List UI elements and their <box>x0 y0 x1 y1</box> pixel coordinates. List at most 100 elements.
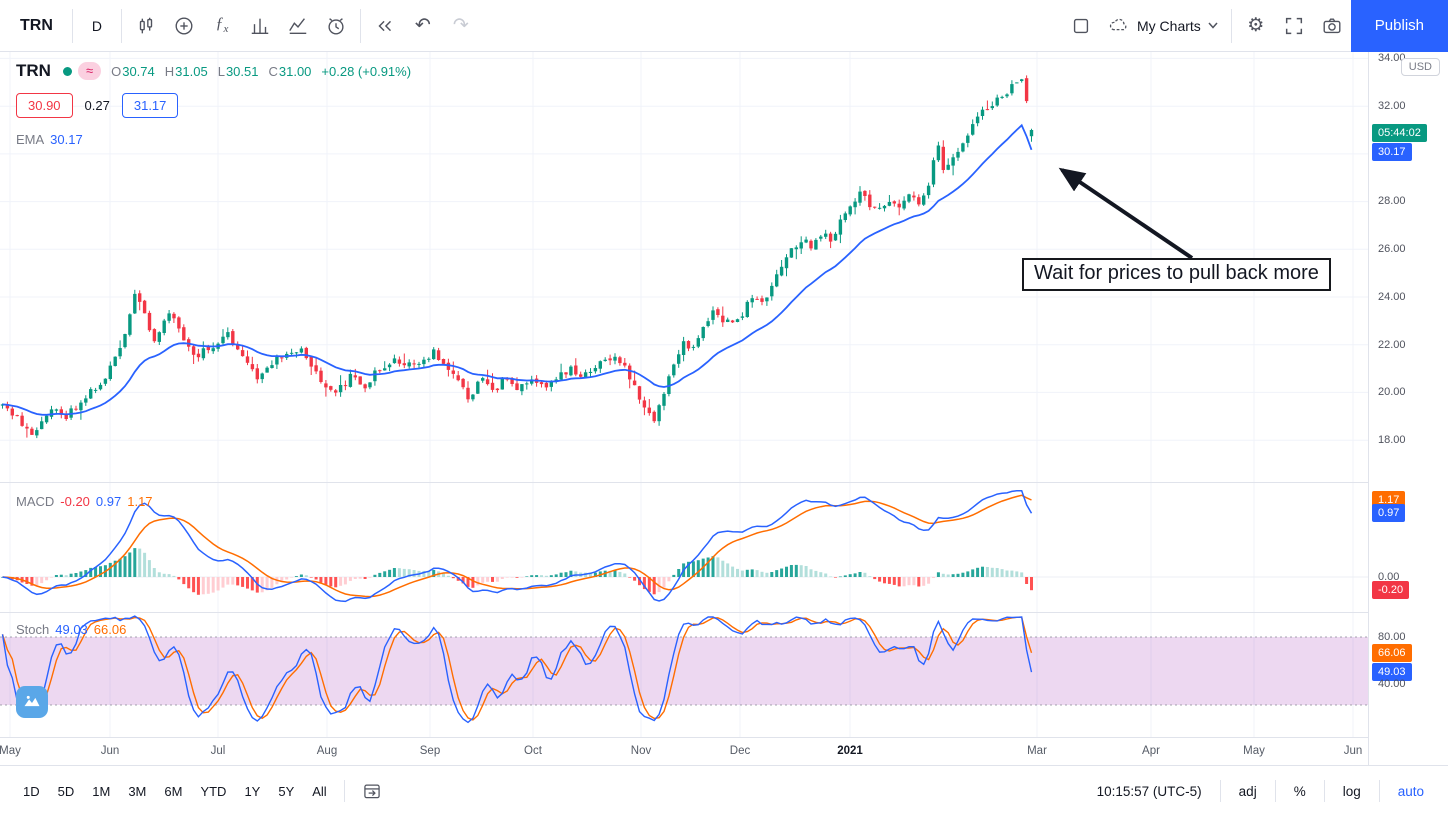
scale-toggle-log[interactable]: log <box>1342 783 1361 799</box>
fullscreen-button[interactable] <box>1275 7 1313 45</box>
toolbar-right-group: My Charts ⚙ Publish <box>1062 0 1448 52</box>
stoch-chart-canvas[interactable] <box>0 612 1368 737</box>
go-to-date-button[interactable] <box>353 776 391 806</box>
stoch-axis-label: 40.00 <box>1378 678 1406 690</box>
toolbar-divider <box>120 8 122 43</box>
indicator-templates-button[interactable] <box>241 7 279 45</box>
price-scale[interactable]: USD 34.00 32.00 28.00 26.00 24.00 22.00 20.00 1… <box>1368 52 1448 765</box>
market-status-wave-icon[interactable]: ≈ <box>77 62 102 80</box>
price-axis-label: 24.00 <box>1378 291 1406 303</box>
price-axis-label: 34.00 <box>1378 52 1406 64</box>
fullscreen-icon <box>1285 17 1302 34</box>
pane-divider[interactable] <box>0 482 1448 483</box>
gear-icon: ⚙ <box>1247 15 1265 36</box>
time-axis-month-label: May <box>1243 745 1265 757</box>
fx-icon: ƒx <box>215 15 229 36</box>
currency-button[interactable]: USD <box>1400 58 1440 76</box>
range-button-1d[interactable]: 1D <box>23 783 40 799</box>
bid-ask-row: 30.90 0.27 31.17 <box>16 93 179 118</box>
snapshot-button[interactable] <box>1313 7 1351 45</box>
layout-square-icon <box>1073 18 1089 33</box>
macd-signal-value: 1.17 <box>127 494 153 509</box>
macd-legend[interactable]: MACD -0.20 0.97 1.17 <box>16 494 153 509</box>
ema-label: EMA <box>16 132 45 147</box>
price-axis-label: 20.00 <box>1378 386 1406 398</box>
stoch-legend[interactable]: Stoch 49.03 66.06 <box>16 622 126 637</box>
time-axis-month-label: Jun <box>100 745 120 757</box>
footer-divider <box>1378 780 1380 802</box>
plus-circle-icon <box>175 17 193 34</box>
ohlc-open: O30.74 <box>111 63 155 79</box>
pane-divider[interactable] <box>0 612 1448 613</box>
alarm-clock-icon <box>328 17 344 34</box>
time-axis-year-label: 2021 <box>837 745 863 757</box>
price-pane[interactable]: TRN ≈ O30.74 H31.05 L30.51 C31.00 +0.28 … <box>0 52 1368 482</box>
layout-button[interactable] <box>1062 7 1100 45</box>
pattern-search-button[interactable] <box>279 7 317 45</box>
footer-divider <box>1323 780 1325 802</box>
time-axis-month-label: Mar <box>1027 745 1047 757</box>
stoch-pane[interactable]: Stoch 49.03 66.06 <box>0 612 1368 737</box>
scale-toggles-group: adj% log auto <box>1229 780 1434 802</box>
range-button-5d[interactable]: 5D <box>57 783 75 799</box>
scale-toggle-adj[interactable]: adj <box>1238 783 1257 799</box>
range-button-ytd[interactable]: YTD <box>200 783 227 799</box>
my-charts-button[interactable]: My Charts <box>1100 7 1226 45</box>
range-button-3m[interactable]: 3M <box>128 783 147 799</box>
stoch-axis-label: 80.00 <box>1378 631 1406 643</box>
redo-arrow-icon: ↷ <box>452 15 469 36</box>
toolbar-divider <box>71 8 73 43</box>
macd-line-value: 0.97 <box>95 494 122 509</box>
scale-toggle-auto[interactable]: auto <box>1397 783 1424 799</box>
range-button-all[interactable]: All <box>312 783 327 799</box>
bar-columns-icon <box>251 18 269 34</box>
stoch-axis-badge: 49.03 <box>1372 663 1412 681</box>
compare-button[interactable] <box>165 7 203 45</box>
price-axis-label: 32.00 <box>1378 100 1406 112</box>
range-button-5y[interactable]: 5Y <box>278 783 295 799</box>
publish-button[interactable]: Publish <box>1350 0 1448 52</box>
top-toolbar: TRN D ƒx <box>0 0 1448 52</box>
price-chart-canvas[interactable] <box>0 52 1368 482</box>
time-axis-month-label: May <box>0 745 21 757</box>
time-axis-month-label: Jun <box>1343 745 1363 757</box>
undo-button[interactable]: ↶ <box>404 7 442 45</box>
symbol-search-button[interactable]: TRN <box>6 7 67 45</box>
macd-pane[interactable]: MACD -0.20 0.97 1.17 <box>0 482 1368 612</box>
clock-timezone-button[interactable]: 10:15:57 (UTC-5) <box>1096 783 1202 799</box>
macd-label: MACD <box>16 494 55 509</box>
price-axis-label: 22.00 <box>1378 339 1406 351</box>
stoch-axis-badge: 66.06 <box>1372 644 1412 662</box>
bid-badge[interactable]: 30.90 <box>16 93 73 118</box>
redo-button[interactable]: ↷ <box>442 7 480 45</box>
range-buttons-group: 1D 5D 1M 3M 6M YTD 1Y 5Y All <box>14 778 336 805</box>
bar-replay-button[interactable] <box>366 7 404 45</box>
legend-symbol[interactable]: TRN <box>16 61 51 80</box>
indicators-button[interactable]: ƒx <box>203 7 241 45</box>
bottom-toolbar: 1D 5D 1M 3M 6M YTD 1Y 5Y All 10:15:57 (UTC-5) ad… <box>0 765 1448 816</box>
time-axis-month-label: Oct <box>524 745 542 757</box>
time-scale[interactable]: ⚙ MayJunJulAugSepOctNovDec2021MarAprMayJ… <box>0 737 1448 765</box>
chart-style-button[interactable] <box>127 7 165 45</box>
interval-button[interactable]: D <box>78 7 116 45</box>
zigzag-chart-icon <box>289 17 307 34</box>
camera-icon <box>1323 17 1341 33</box>
ask-badge[interactable]: 31.17 <box>121 93 179 118</box>
annotation-text-box[interactable]: Wait for prices to pull back more <box>1022 258 1331 291</box>
price-axis-label: 18.00 <box>1378 434 1406 446</box>
time-axis-month-label: Jul <box>210 745 226 757</box>
range-button-1y[interactable]: 1Y <box>244 783 261 799</box>
scale-toggle-percent[interactable]: % <box>1293 783 1306 799</box>
alert-button[interactable] <box>317 7 355 45</box>
footer-divider <box>1274 780 1276 802</box>
time-axis-month-label: Sep <box>419 745 441 757</box>
settings-button[interactable]: ⚙ <box>1237 7 1275 45</box>
tradingview-logo[interactable] <box>16 686 48 718</box>
footer-right-group: 10:15:57 (UTC-5) adj% log auto <box>1087 780 1434 802</box>
ema-legend[interactable]: EMA 30.17 <box>16 132 83 147</box>
range-button-6m[interactable]: 6M <box>164 783 183 799</box>
macd-axis-badge: 0.97 <box>1372 504 1406 522</box>
time-axis-month-label: Dec <box>729 745 751 757</box>
range-button-1m[interactable]: 1M <box>92 783 111 799</box>
macd-chart-canvas[interactable] <box>0 482 1368 612</box>
